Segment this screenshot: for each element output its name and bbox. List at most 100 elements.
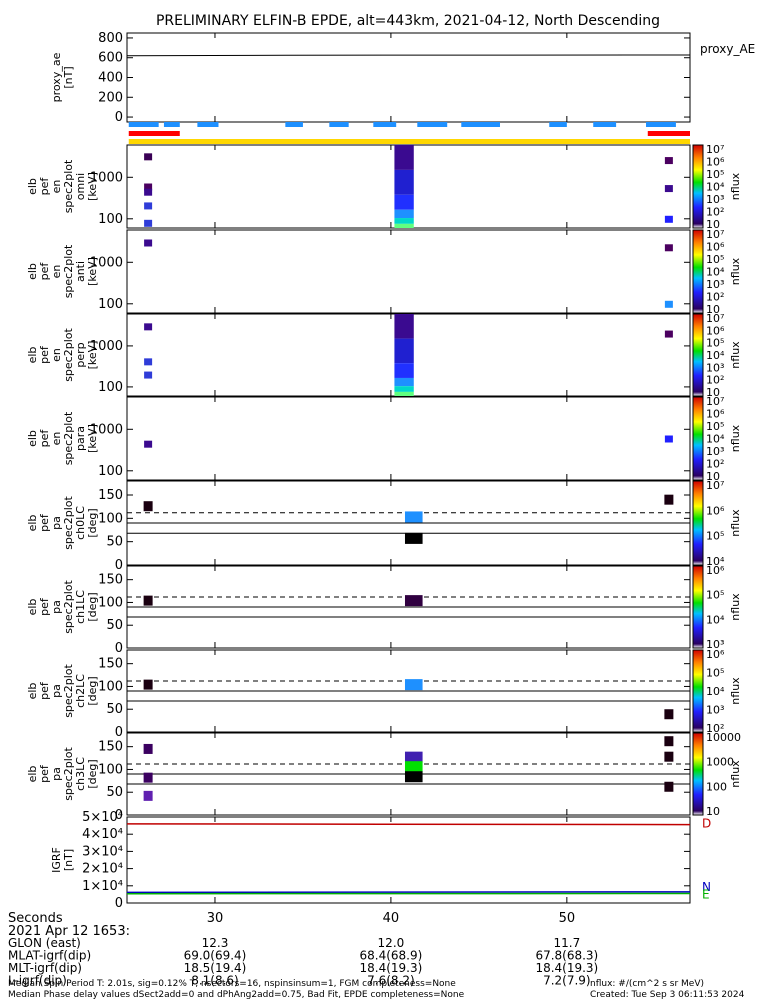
pitch-angle-block xyxy=(143,790,153,801)
colorbar-tick-label: 1000 xyxy=(706,756,734,769)
y-axis-label-line: en xyxy=(50,265,63,279)
igrf-side-label-n: N xyxy=(702,880,711,894)
y-axis-label-line: en xyxy=(50,180,63,194)
footer-row-value: 11.7 xyxy=(553,936,580,950)
y-tick-label: 100 xyxy=(98,762,123,777)
colorbar-tick-label: 10 xyxy=(706,805,720,818)
spectrogram-block xyxy=(144,371,153,379)
y-tick-label: 0 xyxy=(115,896,123,911)
colorbar-tick-label: 10⁶ xyxy=(706,564,725,577)
y-axis-label-line: elb xyxy=(26,683,39,700)
footer-row-value: 7.2(7.9) xyxy=(543,974,591,988)
y-axis-label-line: pef xyxy=(38,262,51,281)
panel-ch2: 050100150elbpefpaspec2plotch2LC[deg]10²1… xyxy=(26,648,742,740)
footer-row-value: 8.1(8.6) xyxy=(191,974,239,988)
y-axis-label-line: pef xyxy=(38,513,51,532)
y-axis-label-line: [keV] xyxy=(86,257,99,286)
y-tick-label: 1×10⁴ xyxy=(82,879,123,894)
x-unit-label: Seconds xyxy=(8,911,63,926)
pitch-angle-block xyxy=(143,772,153,783)
y-axis-label: elbpefenspec2plotomni[keV] xyxy=(26,159,99,213)
status-bar-segment xyxy=(197,122,219,127)
footer-row-value: 18.4(19.3) xyxy=(535,961,598,975)
y-axis-label-line: pa xyxy=(50,600,63,614)
panel-para: 1001000elbpefenspec2plotpara[keV]1010²10… xyxy=(26,395,742,483)
y-tick-label: 0 xyxy=(115,808,123,823)
pitch-angle-block xyxy=(404,771,423,783)
colorbar-tick-label: 10⁶ xyxy=(706,241,725,254)
y-tick-label: 100 xyxy=(98,464,123,479)
y-tick-label: 50 xyxy=(106,785,123,800)
y-tick-label: 4×10⁴ xyxy=(82,827,123,842)
colorbar-tick-label: 10⁶ xyxy=(706,408,725,421)
panel-ch0: 050100150elbpefpaspec2plotch0LC[deg]10⁴1… xyxy=(26,479,742,573)
colorbar-tick-label: 10⁷ xyxy=(706,143,724,156)
y-axis-label-line: pa xyxy=(50,684,63,698)
x-tick-label: 40 xyxy=(383,911,400,926)
colorbar-label: nflux xyxy=(729,593,742,621)
status-bar-segment xyxy=(329,122,349,127)
spectrogram-column xyxy=(394,145,414,170)
pitch-angle-block xyxy=(404,761,423,773)
y-tick-label: 150 xyxy=(98,740,123,755)
colorbar-tick-label: 10⁶ xyxy=(706,324,725,337)
y-axis-label-line: pef xyxy=(38,345,51,364)
spectrogram-block xyxy=(664,330,673,338)
y-axis-label-line: spec2plot xyxy=(62,328,75,382)
y-axis-label-line: spec2plot xyxy=(62,159,75,213)
y-axis-label-line: [deg] xyxy=(86,759,99,788)
y-axis-label-line: [nT] xyxy=(62,849,75,871)
y-tick-label: 150 xyxy=(98,657,123,672)
colorbar xyxy=(692,144,704,229)
y-axis-label-line: ch0LC xyxy=(74,506,87,540)
spectrogram-block xyxy=(144,239,153,247)
status-bar-segment xyxy=(128,131,180,136)
colorbar-tick-label: 10⁷ xyxy=(706,228,724,241)
spectrogram-block xyxy=(664,435,673,443)
plot-title: PRELIMINARY ELFIN-B EPDE, alt=443km, 202… xyxy=(156,13,660,29)
y-tick-label: 150 xyxy=(98,488,123,503)
y-axis-label-line: para xyxy=(74,426,87,451)
footer-row-label: MLAT-igrf(dip) xyxy=(8,949,91,963)
y-tick-label: 100 xyxy=(98,297,123,312)
spectrogram-block xyxy=(664,300,673,308)
spectrogram-block xyxy=(664,157,673,165)
colorbar-tick-label: 100 xyxy=(706,780,727,793)
pitch-angle-block xyxy=(664,751,674,762)
y-axis-label: elbpefpaspec2plotch2LC[deg] xyxy=(26,664,99,718)
spectrogram-column xyxy=(394,391,414,396)
igrf-line-N xyxy=(126,891,691,894)
spectrogram-column xyxy=(394,338,414,364)
colorbar xyxy=(692,649,704,733)
y-axis-label-line: [deg] xyxy=(86,508,99,537)
spectrogram-column xyxy=(394,386,414,392)
y-tick-label: 100 xyxy=(98,212,123,227)
colorbar-tick-label: 10⁵ xyxy=(706,168,724,181)
colorbar-tick-label: 10⁵ xyxy=(706,420,724,433)
footer-row-label: MLT-igrf(dip) xyxy=(8,961,82,975)
colorbar-tick-label: 10⁵ xyxy=(706,337,724,350)
spectrogram-block xyxy=(664,244,673,252)
y-axis-label-line: spec2plot xyxy=(62,411,75,465)
panels: 0200400600800proxy_ae[nT]proxy_AE1001000… xyxy=(26,31,755,926)
footer-row-label: L-igrf(dip) xyxy=(8,974,67,988)
y-tick-label: 1000 xyxy=(90,170,123,185)
colorbar-tick-label: 10⁴ xyxy=(706,613,725,626)
y-axis-label-line: spec2plot xyxy=(62,747,75,801)
footer-row-value: 68.4(68.9) xyxy=(360,949,423,963)
pitch-angle-block xyxy=(404,751,423,763)
y-axis-label: elbpefenspec2plotperp[keV] xyxy=(26,328,99,382)
y-axis-label-line: spec2plot xyxy=(62,580,75,634)
colorbar-label: nflux xyxy=(729,509,742,537)
y-axis-label-line: elb xyxy=(26,178,39,195)
spectrogram-block xyxy=(144,440,153,448)
panel-ch3: 050100150elbpefpaspec2plotch3LC[deg]1010… xyxy=(26,731,742,823)
pitch-angle-block xyxy=(143,501,153,512)
colorbar-tick-label: 10⁴ xyxy=(706,349,725,362)
status-bar-segment xyxy=(373,122,397,127)
y-tick-label: 2×10⁴ xyxy=(82,862,123,877)
spectrogram-column xyxy=(394,363,414,378)
pitch-angle-block xyxy=(143,595,153,606)
y-tick-label: 0 xyxy=(115,558,123,573)
pitch-angle-block xyxy=(664,781,674,792)
